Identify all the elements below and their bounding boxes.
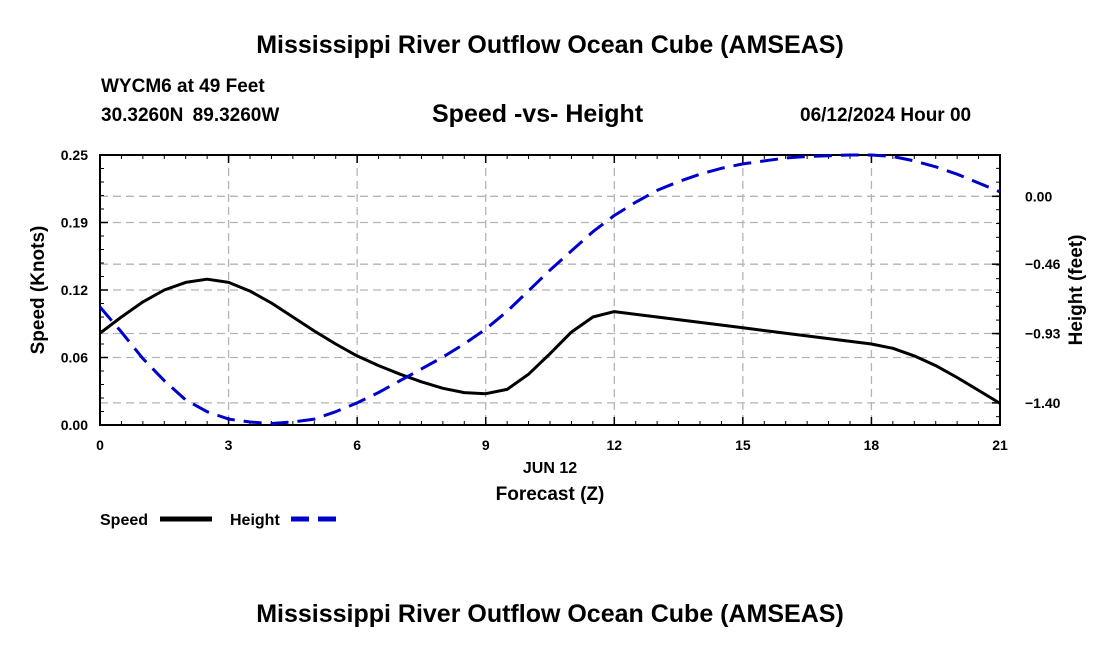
x-tick-label: 3 [225,437,233,453]
x-tick-label: 12 [606,437,622,453]
chart-main-title: Mississippi River Outflow Ocean Cube (AM… [256,31,844,59]
forecast-timestamp: 06/12/2024 Hour 00 [800,105,972,126]
y-right-axis-title: Height (feet) [1066,235,1087,346]
x-tick-label: 18 [864,437,880,453]
x-axis-date-label: JUN 12 [523,460,577,477]
grid [100,155,1000,425]
y-left-axis-title: Speed (Knots) [28,226,49,355]
y-left-tick-label: 0.12 [61,282,88,298]
axis-labels: 0 3 6 9 12 15 18 21 0.00 0.06 0.12 0.19 0.25 0.00 −0.4… [28,147,1087,505]
x-tick-label: 21 [992,437,1008,453]
y-left-tick-label: 0.06 [61,350,88,366]
chart-footer-title: Mississippi River Outflow Ocean Cube (AM… [256,600,844,628]
x-tick-label: 15 [735,437,751,453]
x-tick-label: 6 [353,437,361,453]
x-axis-title: Forecast (Z) [496,484,605,505]
y-left-tick-label: 0.19 [61,215,88,231]
station-coordinates: 30.3260N 89.3260W [101,105,280,126]
legend-label: Height [230,512,280,529]
y-right-tick-label: −0.46 [1025,256,1061,272]
y-right-tick-label: −0.93 [1025,326,1061,342]
speed-series-line [99,277,1001,405]
x-tick-label: 9 [482,437,490,453]
station-label: WYCM6 at 49 Feet [101,76,265,97]
y-right-tick-label: −1.40 [1025,395,1061,411]
y-left-tick-label: 0.25 [61,147,88,163]
x-tick-label: 0 [96,437,104,453]
legend-label: Speed [100,512,148,529]
series [98,153,1001,425]
chart-subtitle: Speed -vs- Height [432,100,644,128]
y-left-tick-label: 0.00 [61,417,88,433]
height-series-line [98,153,1001,425]
legend: Speed Height [100,512,343,529]
y-right-tick-label: 0.00 [1025,188,1052,204]
